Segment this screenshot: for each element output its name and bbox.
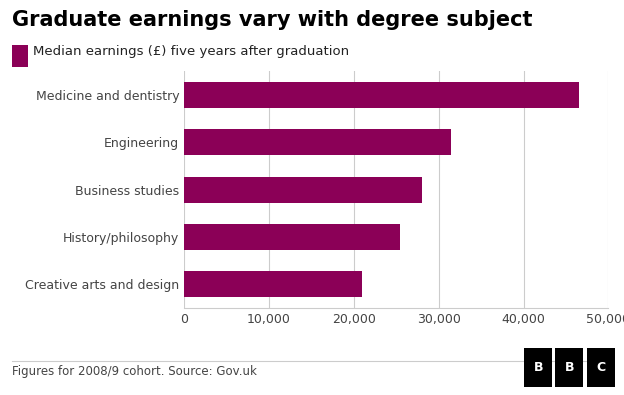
Text: Graduate earnings vary with degree subject: Graduate earnings vary with degree subje… — [12, 10, 533, 30]
Bar — [184, 129, 451, 155]
Text: B: B — [565, 361, 574, 374]
Text: Median earnings (£) five years after graduation: Median earnings (£) five years after gra… — [33, 45, 349, 58]
Bar — [184, 271, 363, 297]
Bar — [184, 224, 401, 250]
Bar — [184, 177, 422, 203]
Text: B: B — [534, 361, 543, 374]
Bar — [184, 82, 578, 108]
Text: C: C — [596, 361, 605, 374]
Text: Figures for 2008/9 cohort. Source: Gov.uk: Figures for 2008/9 cohort. Source: Gov.u… — [12, 365, 257, 378]
